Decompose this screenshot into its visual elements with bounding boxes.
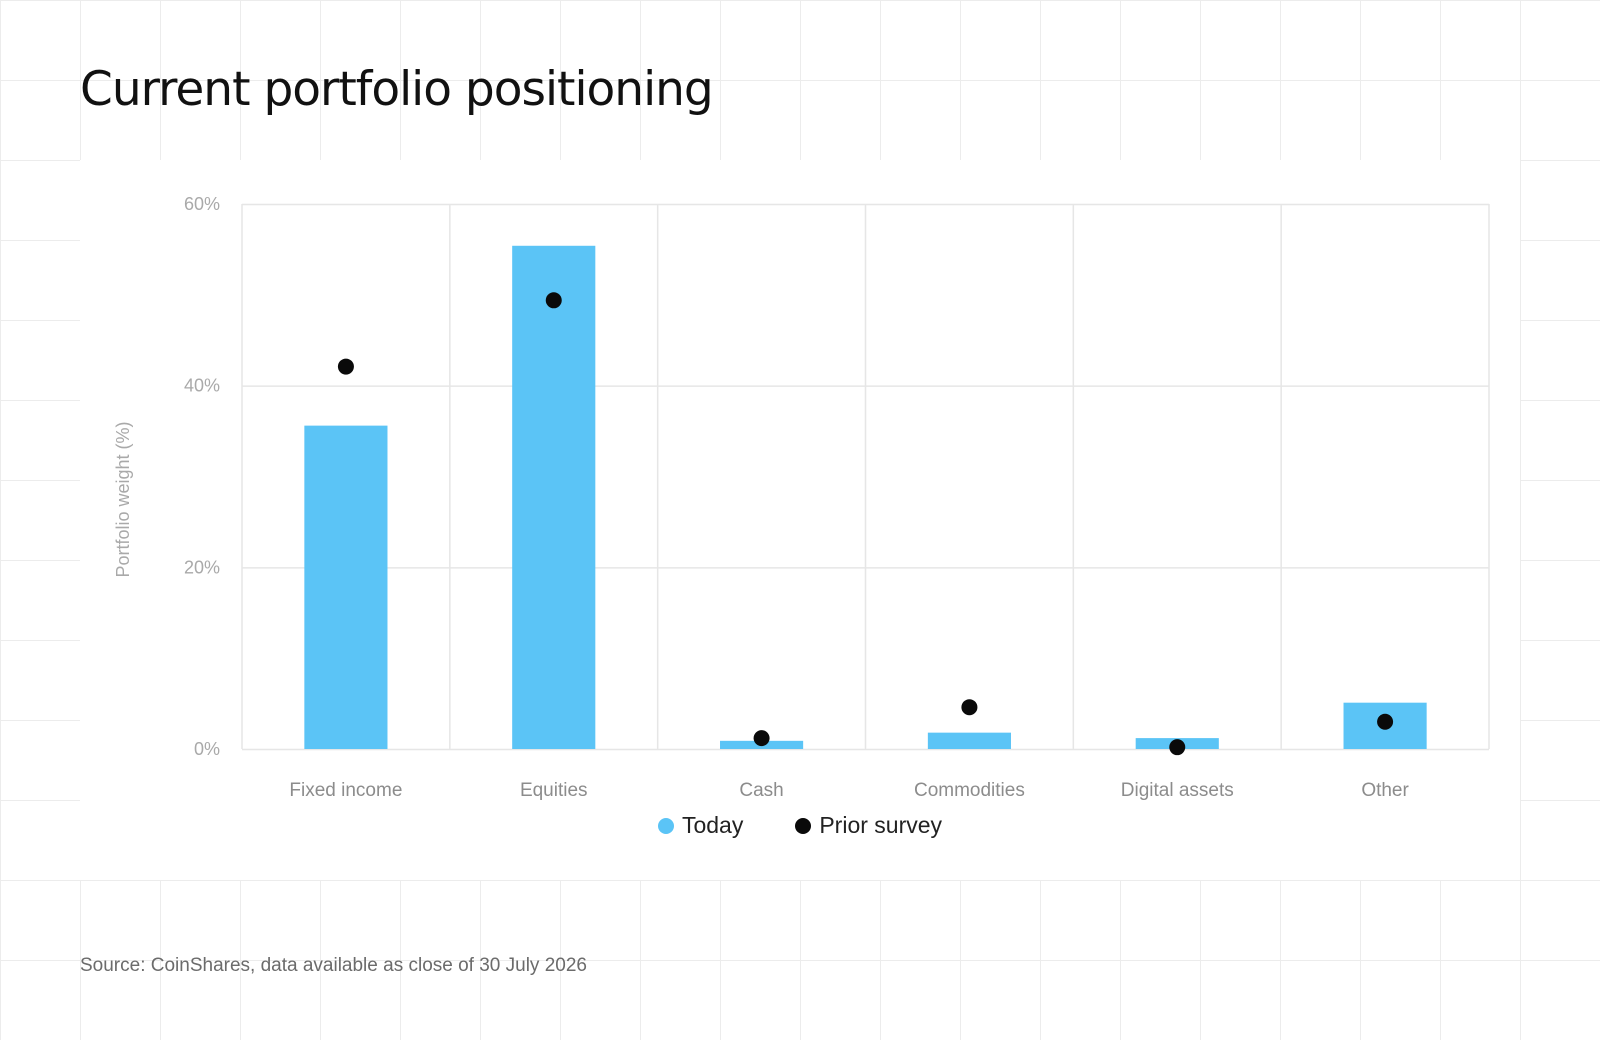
y-tick-label: 0% [194,739,220,759]
dot-prior-survey [1169,739,1186,756]
bar-today [927,732,1011,749]
dot-prior-survey [337,358,354,375]
y-tick-label: 40% [184,376,220,396]
x-tick-label: Equities [520,780,588,801]
x-tick-label: Fixed income [289,780,402,801]
y-axis-title: Portfolio weight (%) [113,421,133,577]
bar-today [512,245,596,749]
dot-prior-survey [961,699,978,716]
legend-swatch-today [657,817,674,834]
y-tick-label: 60% [184,194,220,214]
source-note: Source: CoinShares, data available as cl… [80,955,587,976]
x-tick-label: Cash [739,780,783,801]
chart-legend: Today Prior survey [80,812,1520,839]
dot-prior-survey [753,730,770,747]
x-tick-label: Other [1361,780,1409,801]
page-title: Current portfolio positioning [80,62,714,117]
legend-label-prior-survey: Prior survey [819,812,943,838]
legend-item-today[interactable]: Today [657,812,744,839]
legend-label-today: Today [681,812,744,838]
dot-prior-survey [1377,713,1394,730]
legend-swatch-prior-survey [795,817,812,834]
chart-panel: 0% 20% 40% 60% Portfolio weight (%) Fixed inc… [80,160,1520,880]
dot-prior-survey [545,292,562,309]
x-tick-label: Commodities [914,780,1025,801]
y-tick-label: 20% [184,557,220,577]
bar-today [304,425,388,749]
legend-item-prior-survey[interactable]: Prior survey [795,812,942,839]
portfolio-chart: 0% 20% 40% 60% Portfolio weight (%) Fixed inc… [113,194,1490,801]
x-tick-label: Digital assets [1121,780,1234,801]
